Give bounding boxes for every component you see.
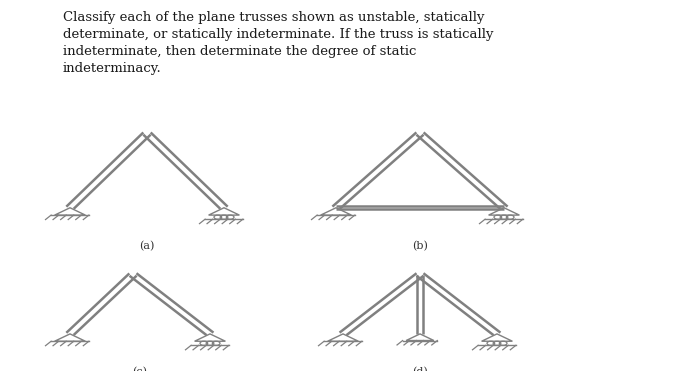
Text: (d): (d) [412,367,428,371]
Text: (c): (c) [132,367,148,371]
Text: Classify each of the plane trusses shown as unstable, statically
determinate, or: Classify each of the plane trusses shown… [63,11,494,75]
Text: (b): (b) [412,241,428,252]
Text: (a): (a) [139,241,155,252]
